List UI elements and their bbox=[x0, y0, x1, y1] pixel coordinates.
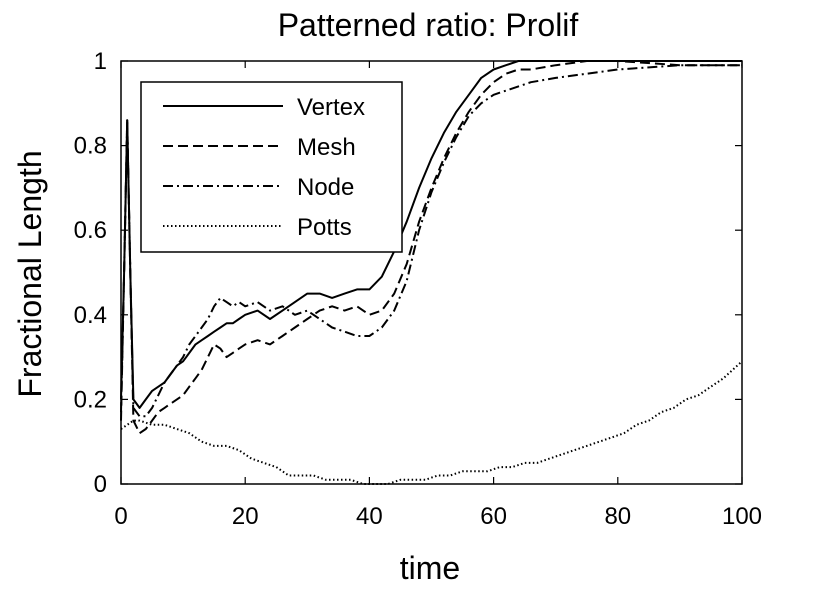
x-tick-label-4: 80 bbox=[604, 503, 631, 530]
series-line-potts bbox=[120, 360, 743, 485]
series-line-vertex bbox=[120, 60, 742, 409]
plot-area: 0 20 40 60 80 100 0 0.2 0.4 0.6 0.8 1 Vertex Mesh Node… bbox=[74, 48, 762, 530]
y-tick-label-5: 1 bbox=[94, 48, 107, 75]
chart-title: Patterned ratio: Prolif bbox=[278, 7, 579, 43]
y-tick-label-1: 0.2 bbox=[74, 386, 107, 413]
x-tick-label-5: 100 bbox=[722, 503, 762, 530]
x-tick-label-3: 60 bbox=[480, 503, 507, 530]
x-axis-label: time bbox=[400, 550, 460, 586]
y-tick-label-4: 0.8 bbox=[74, 133, 107, 160]
x-tick-label-0: 0 bbox=[114, 503, 127, 530]
x-tick-label-1: 20 bbox=[232, 503, 259, 530]
x-tick-label-2: 40 bbox=[356, 503, 383, 530]
series-line-mesh bbox=[120, 60, 742, 435]
y-axis-label: Fractional Length bbox=[12, 150, 48, 397]
legend-label-vertex: Vertex bbox=[297, 94, 365, 121]
axes-box bbox=[120, 60, 743, 485]
legend-label-node: Node bbox=[297, 174, 354, 201]
y-tick-label-0: 0 bbox=[94, 471, 107, 498]
legend-box bbox=[140, 81, 403, 253]
legend-label-potts: Potts bbox=[297, 214, 352, 241]
legend-label-mesh: Mesh bbox=[297, 134, 356, 161]
y-tick-label-3: 0.6 bbox=[74, 217, 107, 244]
series-line-node bbox=[120, 64, 742, 418]
y-tick-label-2: 0.4 bbox=[74, 302, 107, 329]
